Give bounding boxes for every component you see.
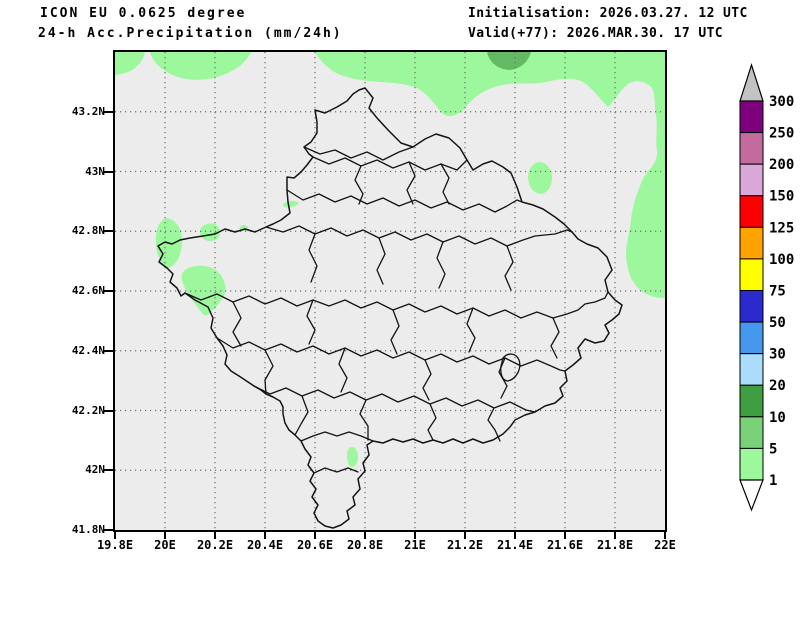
colorbar-tick-label: 20 [769, 378, 786, 394]
colorbar-tick-label: 250 [769, 126, 794, 142]
x-tick [414, 532, 416, 539]
colorbar-tick-label: 50 [769, 315, 786, 331]
y-tick-label: 42.8N [71, 224, 105, 238]
colorbar-tick-label: 1 [769, 473, 777, 489]
colorbar-band [739, 226, 764, 260]
colorbar-band [739, 353, 764, 386]
x-tick-label: 20.4E [246, 538, 284, 552]
x-tick [514, 532, 516, 539]
precip-dot-south [347, 447, 358, 467]
y-tick-label: 42.4N [71, 343, 105, 357]
x-tick [314, 532, 316, 539]
y-tick [104, 230, 113, 233]
y-tick-label: 43N [85, 164, 105, 178]
y-tick [104, 290, 113, 292]
colorbar-band [739, 447, 764, 481]
y-tick [104, 110, 113, 113]
y-tick [104, 529, 113, 531]
precip-patch-center-east [528, 162, 552, 194]
colorbar-band [739, 163, 764, 197]
colorbar-tick-label: 100 [769, 252, 794, 268]
colorbar-band [739, 289, 764, 323]
x-tick [364, 532, 366, 539]
x-tick [214, 532, 216, 539]
colorbar-below-min-arrow [739, 479, 764, 512]
x-tick-label: 21.2E [446, 538, 484, 552]
x-tick-label: 21.4E [496, 538, 534, 552]
x-tick [114, 532, 116, 539]
x-tick [614, 532, 616, 539]
x-tick-label: 19.8E [96, 538, 134, 552]
precip-patch-north-a [150, 52, 251, 80]
y-tick-label: 43.2N [71, 104, 105, 118]
colorbar-tick-label: 150 [769, 189, 794, 205]
x-tick [264, 532, 266, 539]
model-title: ICON EU 0.0625 degree [40, 6, 247, 21]
map-area [113, 50, 667, 532]
y-tick-label: 42.6N [71, 284, 105, 297]
colorbar-tick-label: 5 [769, 441, 777, 457]
colorbar-band [739, 416, 764, 449]
x-tick [464, 532, 466, 539]
colorbar-tick-label: 30 [769, 347, 786, 363]
x-tick-label: 20.2E [196, 538, 234, 552]
precipitation-light-areas [115, 52, 665, 467]
y-tick-label: 41.8N [71, 523, 105, 536]
x-tick-label: 22E [654, 538, 676, 552]
colorbar-tick-label: 125 [769, 220, 794, 236]
colorbar-tick-label: 75 [769, 283, 786, 299]
x-tick [664, 532, 666, 539]
x-tick-label: 20E [154, 538, 176, 552]
x-tick-label: 20.6E [296, 538, 334, 552]
x-tick-label: 21E [404, 538, 426, 552]
x-tick-label: 21.6E [546, 538, 584, 552]
map-canvas [115, 52, 665, 530]
precip-streak-border [283, 200, 299, 208]
product-title: 24-h Acc.Precipitation (mm/24h) [38, 26, 343, 41]
y-tick [104, 469, 113, 472]
precip-patch-medium-north [487, 52, 531, 70]
colorbar-band [739, 195, 764, 228]
y-tick-label: 42.2N [71, 403, 105, 417]
precip-patch-north-east-band [315, 52, 665, 298]
precipitation-colorbar: 300 250 200 150 125 100 75 50 30 20 10 5 1 [739, 63, 794, 512]
colorbar-band [739, 132, 764, 165]
valid-time: Valid(+77): 2026.MAR.30. 17 UTC [468, 26, 724, 41]
colorbar-above-max-arrow [739, 63, 764, 102]
x-tick [164, 532, 166, 539]
initialisation-time: Initialisation: 2026.03.27. 12 UTC [468, 6, 748, 21]
precip-patch-nw-corner [115, 52, 145, 75]
country-outline [157, 87, 623, 529]
x-tick [564, 532, 566, 539]
colorbar-tick-label: 200 [769, 157, 794, 173]
y-tick [104, 409, 113, 412]
colorbar-band [739, 321, 764, 355]
colorbar-band [739, 384, 764, 418]
colorbar-band [739, 258, 764, 291]
municipality-borders [184, 146, 609, 474]
y-tick [104, 170, 113, 173]
x-tick-label: 21.8E [596, 538, 634, 552]
colorbar-tick-label: 300 [769, 94, 794, 110]
colorbar-tick-label: 10 [769, 410, 786, 426]
y-tick [104, 349, 113, 352]
x-tick-label: 20.8E [346, 538, 384, 552]
grid-lines [115, 52, 665, 530]
precip-patch-west-c [181, 265, 226, 316]
y-tick-label: 42N [85, 463, 105, 477]
colorbar-band [739, 100, 764, 134]
